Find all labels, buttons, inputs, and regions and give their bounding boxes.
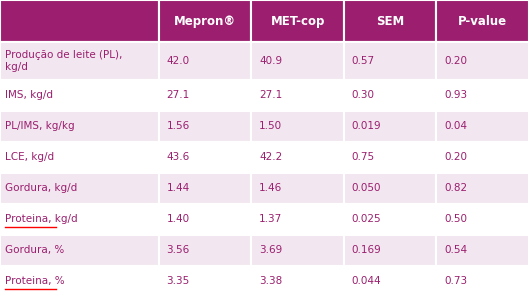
Text: Mepron®: Mepron® (174, 15, 236, 28)
Bar (159, 111, 251, 142)
Text: 1.40: 1.40 (167, 214, 190, 225)
Bar (436, 0, 529, 42)
Text: 3.69: 3.69 (259, 246, 282, 255)
Bar (344, 80, 436, 111)
Bar (159, 80, 251, 111)
Bar (344, 235, 436, 266)
Text: 0.04: 0.04 (444, 121, 467, 132)
Text: 0.73: 0.73 (444, 277, 468, 287)
Text: 0.75: 0.75 (352, 152, 375, 162)
Bar (159, 235, 251, 266)
Text: 1.37: 1.37 (259, 214, 282, 225)
Bar (0, 111, 159, 142)
Bar (251, 204, 344, 235)
Text: Proteina, %: Proteina, % (5, 277, 65, 287)
Bar (436, 173, 529, 204)
Text: 3.35: 3.35 (167, 277, 190, 287)
Text: 40.9: 40.9 (259, 56, 282, 66)
Text: 42.0: 42.0 (167, 56, 190, 66)
Bar (251, 111, 344, 142)
Text: 0.025: 0.025 (352, 214, 381, 225)
Text: 27.1: 27.1 (259, 91, 282, 100)
Text: P-value: P-value (458, 15, 507, 28)
Bar (159, 142, 251, 173)
Bar (251, 80, 344, 111)
Text: Gordura, kg/d: Gordura, kg/d (5, 184, 78, 193)
Text: 43.6: 43.6 (167, 152, 190, 162)
Bar (0, 142, 159, 173)
Text: 0.20: 0.20 (444, 152, 467, 162)
Text: MET-cop: MET-cop (270, 15, 325, 28)
Text: 0.169: 0.169 (352, 246, 381, 255)
Text: 0.044: 0.044 (352, 277, 381, 287)
Text: 27.1: 27.1 (167, 91, 190, 100)
Bar (159, 173, 251, 204)
Bar (436, 111, 529, 142)
Bar (0, 0, 159, 42)
Text: 0.82: 0.82 (444, 184, 468, 193)
Text: 0.30: 0.30 (352, 91, 375, 100)
Bar (436, 142, 529, 173)
Bar (159, 204, 251, 235)
Bar (0, 266, 159, 297)
Bar (436, 80, 529, 111)
Bar (251, 235, 344, 266)
Bar (436, 204, 529, 235)
Bar (251, 0, 344, 42)
Bar (159, 42, 251, 80)
Bar (159, 0, 251, 42)
Text: IMS, kg/d: IMS, kg/d (5, 91, 53, 100)
Text: SEM: SEM (376, 15, 404, 28)
Text: Produção de leite (PL),
kg/d: Produção de leite (PL), kg/d (5, 50, 123, 72)
Text: 0.93: 0.93 (444, 91, 468, 100)
Bar (344, 142, 436, 173)
Text: 0.050: 0.050 (352, 184, 381, 193)
Bar (0, 80, 159, 111)
Text: 0.019: 0.019 (352, 121, 381, 132)
Text: 0.20: 0.20 (444, 56, 467, 66)
Text: 0.50: 0.50 (444, 214, 467, 225)
Bar (0, 173, 159, 204)
Text: 1.44: 1.44 (167, 184, 190, 193)
Bar (159, 266, 251, 297)
Text: 0.54: 0.54 (444, 246, 468, 255)
Bar (344, 0, 436, 42)
Text: 1.50: 1.50 (259, 121, 282, 132)
Bar (251, 266, 344, 297)
Bar (344, 111, 436, 142)
Bar (344, 204, 436, 235)
Bar (251, 173, 344, 204)
Bar (344, 173, 436, 204)
Text: Proteina, kg/d: Proteina, kg/d (5, 214, 78, 225)
Bar (251, 42, 344, 80)
Text: Gordura, %: Gordura, % (5, 246, 65, 255)
Text: 0.57: 0.57 (352, 56, 375, 66)
Text: LCE, kg/d: LCE, kg/d (5, 152, 54, 162)
Bar (251, 142, 344, 173)
Bar (0, 204, 159, 235)
Bar (436, 235, 529, 266)
Text: 1.46: 1.46 (259, 184, 282, 193)
Bar (344, 266, 436, 297)
Text: 42.2: 42.2 (259, 152, 282, 162)
Bar (436, 266, 529, 297)
Text: 1.56: 1.56 (167, 121, 190, 132)
Bar (0, 42, 159, 80)
Text: 3.56: 3.56 (167, 246, 190, 255)
Text: 3.38: 3.38 (259, 277, 282, 287)
Text: PL/IMS, kg/kg: PL/IMS, kg/kg (5, 121, 75, 132)
Bar (0, 235, 159, 266)
Bar (436, 42, 529, 80)
Bar (344, 42, 436, 80)
